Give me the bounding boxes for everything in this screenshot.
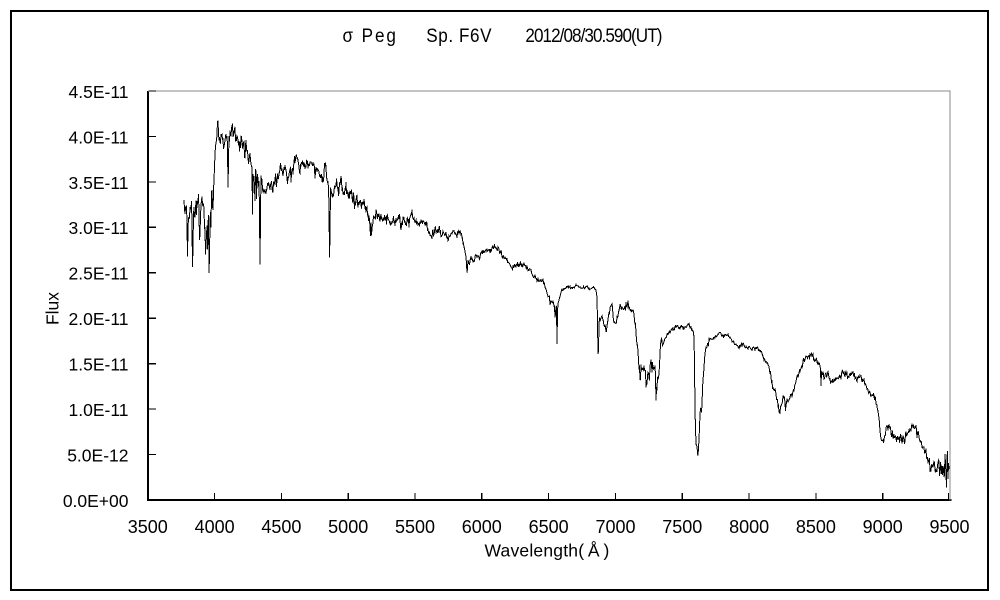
svg-text:2.5E-11: 2.5E-11 [69, 264, 129, 284]
svg-text:5500: 5500 [395, 517, 435, 537]
svg-text:5000: 5000 [328, 517, 368, 537]
svg-text:8500: 8500 [796, 517, 836, 537]
svg-text:3.5E-11: 3.5E-11 [69, 173, 129, 193]
svg-text:8000: 8000 [729, 517, 769, 537]
svg-text:4500: 4500 [261, 517, 301, 537]
svg-text:6000: 6000 [462, 517, 502, 537]
svg-text:3.0E-11: 3.0E-11 [69, 218, 129, 238]
svg-text:4.5E-11: 4.5E-11 [69, 82, 129, 102]
svg-text:2.0E-11: 2.0E-11 [69, 309, 129, 329]
svg-text:4000: 4000 [195, 517, 235, 537]
svg-text:0.0E+00: 0.0E+00 [63, 491, 129, 511]
svg-text:Flux: Flux [43, 292, 63, 325]
svg-text:1.5E-11: 1.5E-11 [69, 355, 129, 375]
svg-text:Wavelength( Å ): Wavelength( Å ) [484, 541, 609, 561]
svg-text:4.0E-11: 4.0E-11 [69, 127, 129, 147]
svg-text:5.0E-12: 5.0E-12 [67, 446, 128, 466]
svg-text:6500: 6500 [529, 517, 569, 537]
svg-text:1.0E-11: 1.0E-11 [69, 400, 129, 420]
svg-text:7500: 7500 [662, 517, 702, 537]
svg-text:9500: 9500 [929, 517, 969, 537]
svg-text:3500: 3500 [128, 517, 168, 537]
svg-text:9000: 9000 [863, 517, 903, 537]
svg-text:7000: 7000 [595, 517, 635, 537]
